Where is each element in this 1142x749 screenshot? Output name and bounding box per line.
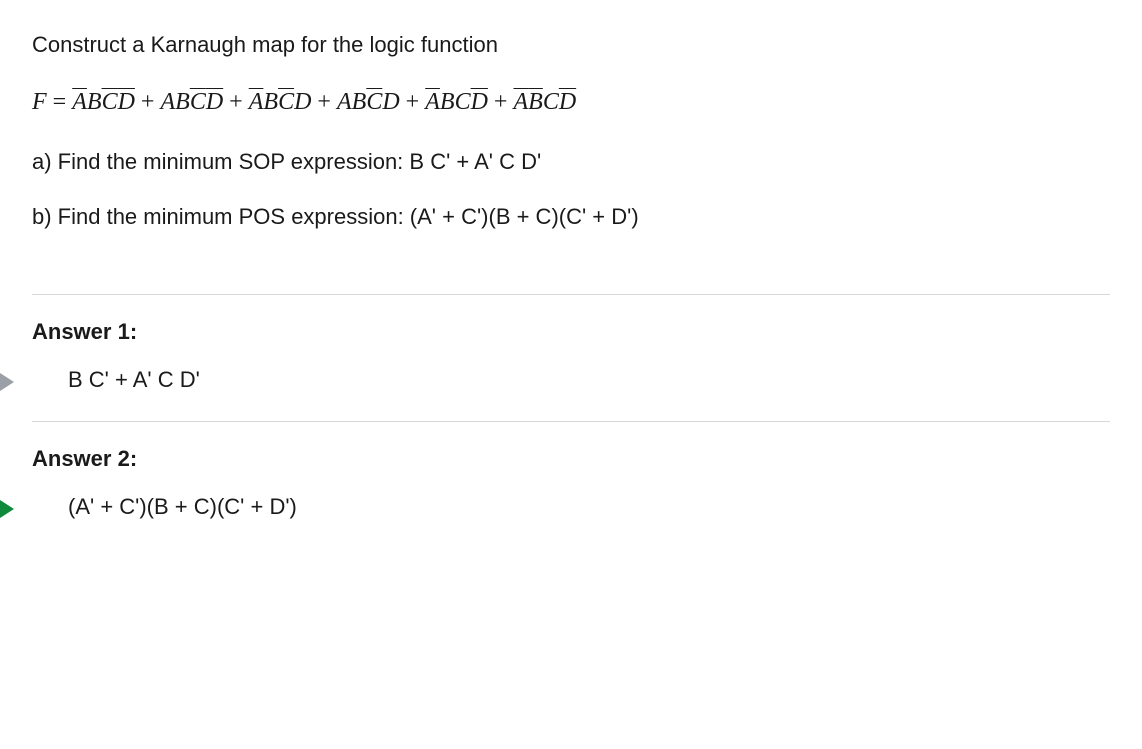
answer-label: Answer 1: — [32, 319, 1110, 345]
answer-marker-icon — [0, 500, 14, 518]
answer-block-2: Answer 2: (A' + C')(B + C)(C' + D') — [32, 421, 1110, 548]
question-intro: Construct a Karnaugh map for the logic f… — [32, 28, 1110, 61]
part-a: a) Find the minimum SOP expression: B C'… — [32, 144, 1110, 179]
answer-marker-icon — [0, 373, 14, 391]
answer-value: B C' + A' C D' — [32, 367, 1110, 393]
answer-label: Answer 2: — [32, 446, 1110, 472]
answers-section: Answer 1: B C' + A' C D' Answer 2: (A' +… — [32, 294, 1110, 548]
logic-equation: F = ABCD + ABCD + ABCD + ABCD + ABCD + A… — [32, 89, 1110, 116]
part-b: b) Find the minimum POS expression: (A' … — [32, 199, 1110, 234]
answer-value: (A' + C')(B + C)(C' + D') — [32, 494, 1110, 520]
answer-block-1: Answer 1: B C' + A' C D' — [32, 294, 1110, 421]
